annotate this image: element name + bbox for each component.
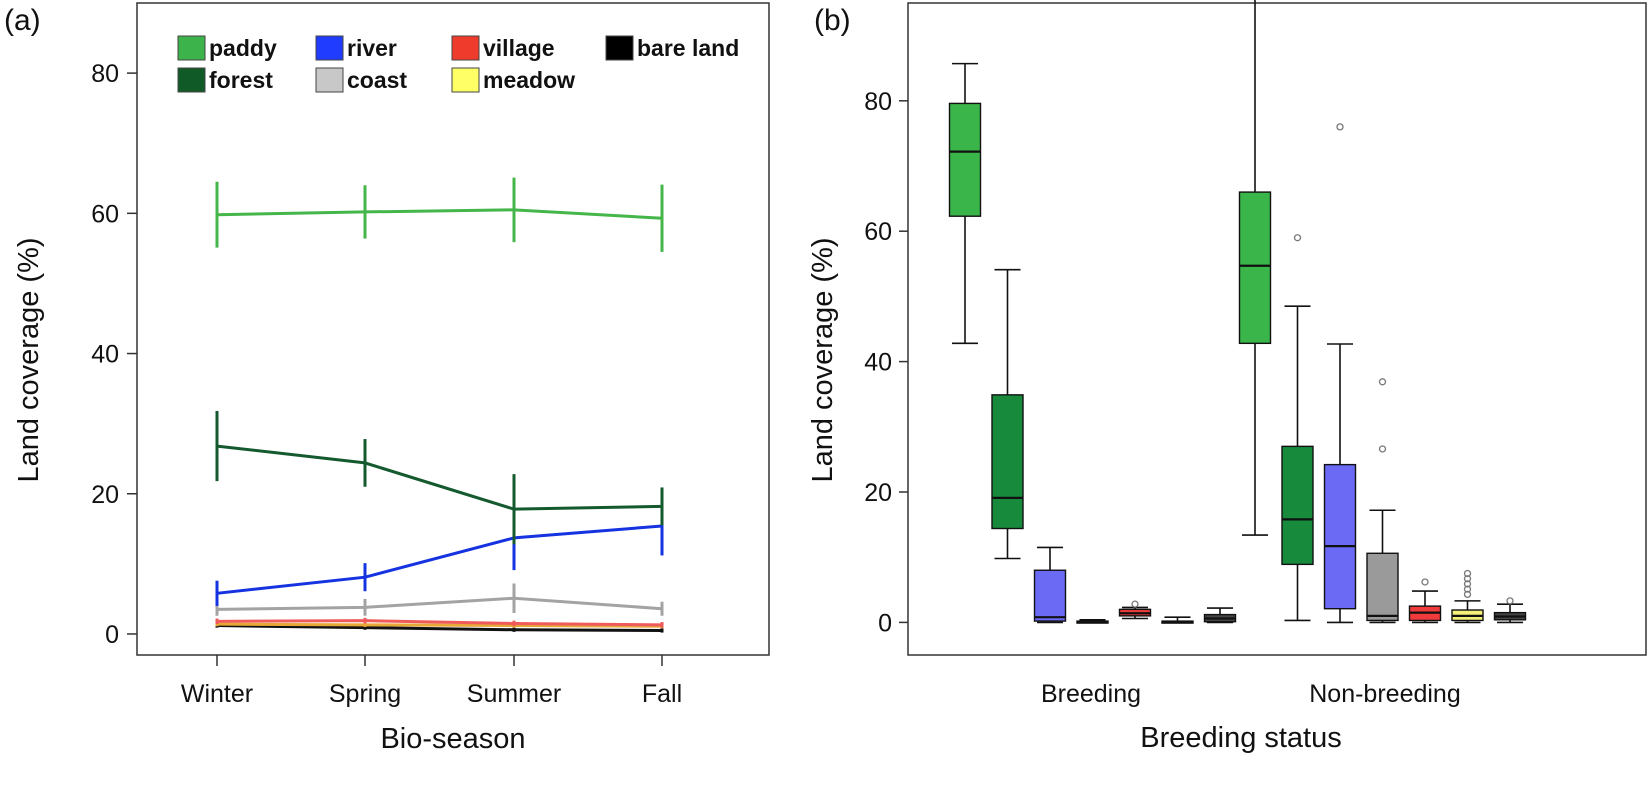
legend-label-meadow: meadow [483, 67, 575, 93]
box-forest [991, 394, 1024, 530]
panel-b-ytick-label: 40 [864, 349, 892, 377]
panel-a-tag: (a) [4, 4, 41, 37]
series-line-village [216, 619, 663, 627]
box-river [1323, 463, 1357, 610]
panel-b-xtick-label: Non-breeding [1309, 680, 1461, 708]
box-outlier-village [1131, 600, 1139, 608]
panel-b-ylabel: Land coverage (%) [807, 237, 839, 482]
panel-b-ytick-label: 60 [864, 218, 892, 246]
box-outlier-meadow [1463, 569, 1472, 578]
panel-a-xlabel: Bio-season [380, 723, 525, 755]
panel-b-xlabel: Breeding status [1140, 722, 1342, 754]
legend-label-bare-land: bare land [637, 35, 739, 61]
legend-label-river: river [347, 35, 397, 61]
series-line-forest [216, 444, 663, 511]
panel-b-tag: (b) [814, 4, 851, 37]
panel-a-ytick-label: 0 [105, 621, 119, 649]
box-coast [1366, 552, 1399, 622]
panel-a-legend: paddy river village bare land forest coast mea… [177, 35, 739, 93]
panel-a-ytick-label: 60 [91, 200, 119, 228]
panel-a-ytick-label: 80 [91, 60, 119, 88]
panel-a-xtick-label: Summer [467, 680, 561, 708]
panel-b-y-axis: 0 20 40 60 80 [864, 88, 908, 637]
series-line-river [216, 524, 663, 595]
legend-label-forest: forest [209, 67, 273, 93]
series-line-paddy [216, 208, 663, 220]
box-outlier-bare-land [1506, 597, 1514, 605]
legend-label-village: village [483, 35, 555, 61]
legend-swatch-coast [315, 67, 344, 93]
legend-label-paddy: paddy [209, 35, 277, 61]
panel-b-frame [907, 2, 1647, 656]
legend-swatch-paddy [177, 35, 206, 61]
box-river [1033, 569, 1067, 622]
legend-swatch-river [315, 35, 344, 61]
box-paddy [948, 102, 982, 217]
box-outlier-meadow [1463, 575, 1472, 583]
legend-swatch-bare-land [605, 35, 634, 61]
legend-swatch-village [451, 35, 480, 61]
panel-b-ytick-label: 20 [864, 479, 892, 507]
legend-label-coast: coast [347, 67, 407, 93]
panel-a-ytick-label: 40 [91, 341, 119, 369]
box-outlier-coast [1378, 378, 1387, 386]
series-line-meadow [216, 622, 663, 628]
box-outlier-meadow [1463, 580, 1472, 588]
box-outlier-river [1336, 123, 1344, 131]
panel-b-ytick-label: 80 [864, 88, 892, 116]
panel-b-ytick-label: 0 [878, 609, 892, 637]
panel-a-ylabel: Land coverage (%) [13, 237, 45, 482]
panel-a-y-axis: 0 20 40 60 80 [91, 60, 137, 649]
box-outlier-forest [1293, 234, 1302, 242]
panel-a-series [215, 177, 664, 633]
panel-a-ytick-label: 20 [91, 481, 119, 509]
series-line-bare-land [216, 624, 663, 632]
series-line-coast [216, 596, 663, 611]
box-paddy [1238, 191, 1272, 345]
box-outlier-meadow [1463, 585, 1472, 593]
panel-b-xtick-label: Breeding [1041, 680, 1141, 708]
legend-swatch-forest [177, 67, 206, 93]
panel-b-boxes [948, 0, 1527, 624]
panel-a-xtick-label: Spring [329, 680, 401, 708]
panel-a-xtick-label: Winter [181, 680, 253, 708]
box-outlier-meadow [1463, 590, 1472, 599]
panel-b-x-axis: Breeding Non-breeding [1041, 680, 1461, 708]
box-forest [1281, 445, 1314, 566]
panel-a-x-axis: Winter Spring Summer Fall [181, 655, 682, 708]
panel-a-frame [136, 2, 770, 656]
legend-swatch-meadow [451, 67, 480, 93]
panel-a-xtick-label: Fall [642, 680, 682, 708]
box-outlier-village [1421, 578, 1429, 586]
box-outlier-coast [1378, 445, 1387, 453]
